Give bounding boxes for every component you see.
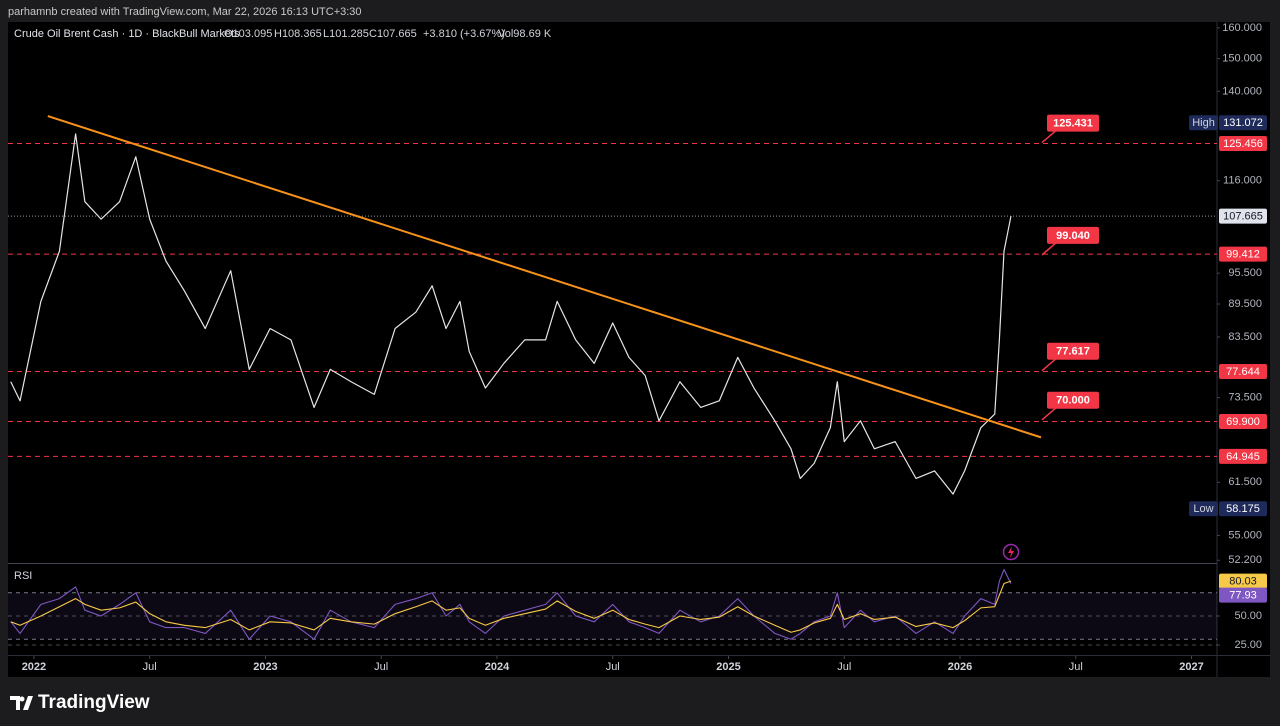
y-tick-label: 61.500	[1228, 476, 1262, 488]
rsi-title: RSI	[14, 570, 32, 582]
level-badge: 125.456	[1223, 138, 1263, 150]
x-tick-label: Jul	[606, 661, 620, 673]
alert-ring[interactable]	[1002, 543, 1020, 561]
last-price-badge-bg	[1219, 208, 1267, 224]
y-tick-label: 55.000	[1228, 529, 1262, 541]
y-tick-label: 83.500	[1228, 331, 1262, 343]
level-badge: 77.644	[1226, 366, 1260, 378]
low-badge-bg	[1219, 501, 1267, 517]
x-tick-label: 2025	[716, 661, 740, 673]
annotation-label: 77.617	[1056, 346, 1090, 358]
x-tick-label: 2023	[253, 661, 277, 673]
annotation-pointer	[1041, 130, 1057, 144]
level-badge-bg	[1219, 136, 1267, 152]
x-tick-label: 2022	[22, 661, 46, 673]
y-tick-label: 116.000	[1223, 175, 1262, 187]
high-tag: High	[1192, 117, 1215, 129]
trendline	[47, 115, 1042, 439]
close: C107.665	[369, 28, 417, 40]
y-tick-label: 150.000	[1222, 52, 1262, 64]
low-tag: Low	[1193, 503, 1213, 515]
level-badge-bg	[1219, 246, 1267, 262]
annotation-box	[1047, 391, 1099, 409]
alert-bolt[interactable]	[1008, 546, 1014, 558]
annotation-box	[1047, 342, 1099, 360]
low: L101.285	[323, 28, 369, 40]
x-tick-label: 2027	[1179, 661, 1203, 673]
change: +3.810 (+3.67%)	[423, 28, 505, 40]
y-tick-label: 50.00	[1234, 610, 1262, 622]
price-line	[10, 133, 1012, 495]
volume: Vol98.69 K	[498, 28, 552, 40]
x-tick-label: 2026	[948, 661, 972, 673]
annotation-label: 99.040	[1056, 230, 1090, 242]
y-tick-label: 52.200	[1228, 554, 1262, 566]
level-badge: 64.945	[1226, 451, 1260, 463]
level-badge: 99.412	[1226, 248, 1260, 260]
annotation-box	[1047, 226, 1099, 244]
level-badge-bg	[1219, 448, 1267, 464]
rsi-line	[10, 580, 1012, 633]
level-badge: 69.900	[1226, 416, 1260, 428]
y-tick-label: 25.00	[1234, 639, 1262, 651]
y-tick-label: 160.000	[1222, 22, 1262, 34]
x-tick-label: 2024	[485, 661, 510, 673]
symbol: Crude Oil Brent Cash · 1D · BlackBull Ma…	[14, 28, 240, 40]
x-tick-label: Jul	[374, 661, 388, 673]
low-tag-bg	[1189, 501, 1218, 517]
y-tick-label: 95.500	[1228, 267, 1262, 279]
brand[interactable]: TradingView	[38, 692, 150, 713]
annotation-pointer	[1041, 358, 1057, 372]
y-tick-label: 89.500	[1228, 298, 1262, 310]
rsi-badge: 77.93	[1229, 590, 1257, 602]
level-badge-bg	[1219, 413, 1267, 429]
open: O103.095	[224, 28, 272, 40]
x-tick-label: Jul	[143, 661, 157, 673]
annotation-label: 70.000	[1056, 395, 1090, 407]
last-price-badge: 107.665	[1223, 211, 1263, 223]
rsi-badge-bg	[1219, 587, 1267, 603]
attribution: parhamnb created with TradingView.com, M…	[8, 6, 362, 18]
high-badge-bg	[1219, 115, 1267, 131]
logo-mark[interactable]	[10, 696, 33, 710]
annotation-pointer	[1041, 242, 1057, 256]
x-tick-label: Jul	[837, 661, 851, 673]
logo-dot[interactable]	[19, 696, 25, 702]
level-badge-bg	[1219, 364, 1267, 380]
y-tick-label: 73.500	[1228, 392, 1262, 404]
rsi-badge: 80.03	[1229, 576, 1257, 588]
high-badge: 131.072	[1223, 117, 1263, 129]
y-tick-label: 140.000	[1222, 85, 1262, 97]
rsi-badge-bg	[1219, 573, 1267, 589]
annotation-label: 125.431	[1053, 118, 1093, 130]
alert-icon[interactable]	[1002, 543, 1020, 561]
annotation-box	[1047, 114, 1099, 132]
low-badge: 58.175	[1226, 503, 1260, 515]
x-tick-label: Jul	[1069, 661, 1083, 673]
brand-logo[interactable]: TradingView	[10, 692, 150, 713]
annotation-pointer	[1041, 407, 1057, 421]
rsi-line	[10, 569, 1012, 640]
high: H108.365	[274, 28, 322, 40]
high-tag-bg	[1189, 115, 1218, 131]
